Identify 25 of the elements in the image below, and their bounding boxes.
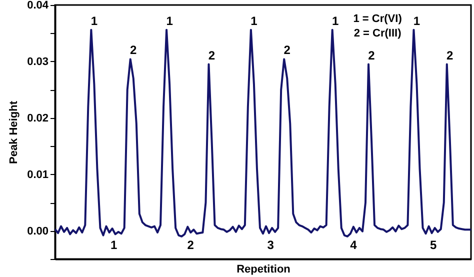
x-axis-title: Repetition bbox=[236, 264, 291, 276]
annotation: 1 bbox=[110, 238, 118, 252]
annotation: 2 bbox=[446, 48, 454, 62]
y-tick-label: 0.00 bbox=[27, 225, 48, 238]
annotation: 1 bbox=[90, 14, 98, 28]
annotation: 2 bbox=[368, 48, 376, 62]
annotation: 2 bbox=[130, 43, 138, 58]
y-tick-label: 0.03 bbox=[27, 56, 48, 68]
annotation: 2 = Cr(III) bbox=[354, 28, 402, 40]
annotation: 1 = Cr(VI) bbox=[353, 12, 402, 25]
annotation: 2 bbox=[284, 43, 291, 58]
y-tick-label: 0.04 bbox=[27, 0, 50, 12]
annotation: 2 bbox=[187, 238, 194, 252]
annotation: 1 bbox=[413, 14, 420, 28]
annotation: 3 bbox=[267, 238, 274, 252]
y-axis-title: Peak Height bbox=[8, 100, 20, 164]
annotation: 5 bbox=[430, 238, 437, 252]
annotation: 1 bbox=[166, 14, 174, 28]
annotation: 1 bbox=[332, 14, 340, 28]
annotation: 4 bbox=[350, 238, 358, 252]
annotation: 2 bbox=[208, 48, 216, 62]
y-tick-label: 0.02 bbox=[27, 112, 48, 124]
line-series bbox=[55, 28, 471, 238]
y-tick-label: 0.01 bbox=[27, 168, 48, 181]
annotation: 1 bbox=[250, 14, 258, 28]
